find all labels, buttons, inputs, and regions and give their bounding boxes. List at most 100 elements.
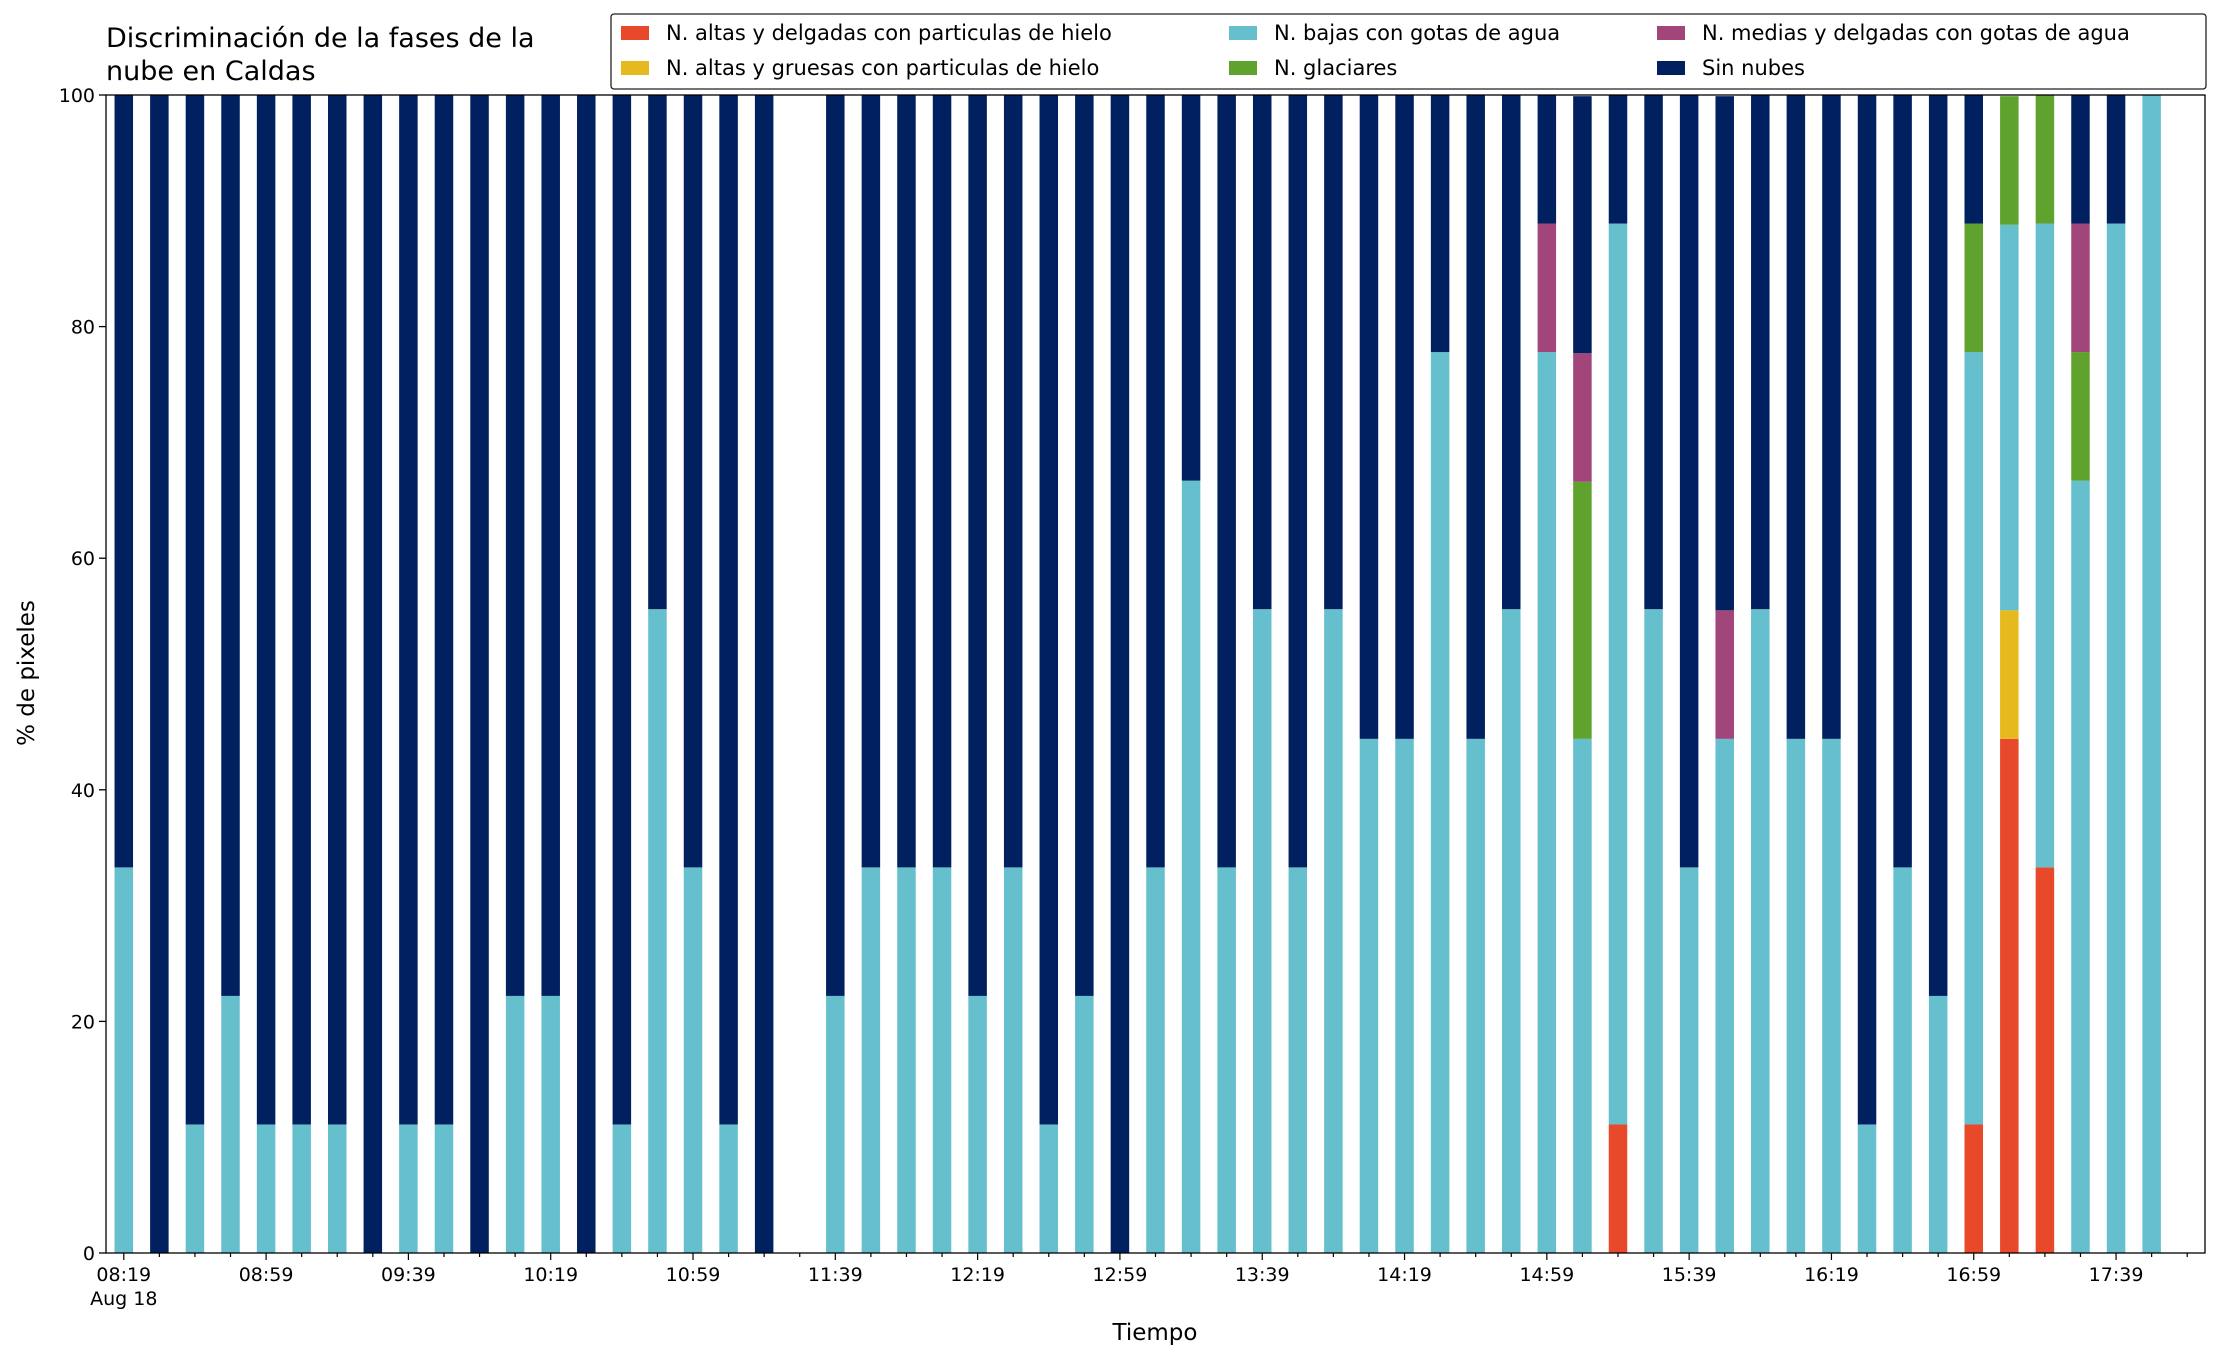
bar-segment <box>2071 223 2090 353</box>
y-tick-label: 20 <box>71 1011 95 1033</box>
bar-segment <box>577 95 596 1253</box>
bar-segment <box>1964 95 1984 224</box>
bar-segment <box>2000 738 2019 1253</box>
bar-segment <box>1252 609 1272 1253</box>
bar-segment <box>1537 95 1557 224</box>
bar-segment <box>505 995 525 1253</box>
bar-segment <box>968 95 987 996</box>
bar-segment <box>861 867 881 1253</box>
bar-segment <box>2106 95 2126 224</box>
x-tick-label: 14:59 <box>1519 1264 1574 1286</box>
bar-segment <box>2071 352 2090 481</box>
bar-segment <box>541 95 560 996</box>
bar-segment <box>1573 481 1592 739</box>
bar-segment <box>826 995 845 1253</box>
x-tick-label: 12:19 <box>950 1264 1005 1286</box>
bar-segment <box>719 1124 738 1253</box>
bar-segment <box>1181 480 1201 1253</box>
bar-segment <box>2000 96 2019 225</box>
bar-segment <box>683 867 703 1253</box>
bar-segment <box>1466 738 1485 1253</box>
bar-segment <box>1324 95 1343 610</box>
bar-segment <box>1822 95 1841 739</box>
x-tick-label: 17:39 <box>2089 1264 2144 1286</box>
bar-segment <box>1502 609 1521 1253</box>
bar-segment <box>1252 95 1272 610</box>
bar-segment <box>1608 95 1628 224</box>
bar-segment <box>1573 353 1592 482</box>
bar-segment <box>1003 95 1023 868</box>
bar-segment <box>897 95 916 868</box>
bar-segment <box>2035 95 2055 224</box>
legend-label: N. bajas con gotas de agua <box>1274 21 1560 45</box>
bar-segment <box>1181 95 1201 481</box>
bar-segment <box>1679 867 1699 1253</box>
bar-segment <box>1893 867 1912 1253</box>
bar-segment <box>1679 95 1699 868</box>
bar-segment <box>1537 223 1557 353</box>
legend-label: N. medias y delgadas con gotas de agua <box>1702 21 2130 45</box>
bar-segment <box>826 95 845 996</box>
x-tick-label: 09:39 <box>381 1264 436 1286</box>
bar-segment <box>2035 223 2055 868</box>
x-tick-label: 10:19 <box>523 1264 578 1286</box>
chart-title: Discriminación de la fases de la nube en… <box>106 23 535 87</box>
bar-segment <box>1110 95 1130 1253</box>
bar-segment <box>1715 610 1734 739</box>
bar-segment <box>1928 995 1948 1253</box>
legend-swatch <box>1229 61 1257 75</box>
bar-segment <box>932 867 952 1253</box>
bar-segment <box>1430 352 1450 1253</box>
bar-segment <box>2071 95 2090 224</box>
bar-segment <box>1502 95 1521 610</box>
bar-segment <box>1786 95 1806 739</box>
bar-segment <box>1146 867 1165 1253</box>
bar-segment <box>1039 1124 1059 1253</box>
bar-segment <box>2035 867 2055 1253</box>
bar-segment <box>1928 95 1948 996</box>
bar-segment <box>256 1124 276 1253</box>
bar-segment <box>1324 609 1343 1253</box>
bar-segment <box>1964 1124 1984 1253</box>
bar-segment <box>434 95 454 1125</box>
bar-segment <box>470 95 489 1253</box>
bar-segment <box>1288 867 1308 1253</box>
legend-swatch <box>621 26 649 40</box>
bar-segment <box>1608 223 1628 1125</box>
bar-segment <box>256 95 276 1125</box>
plot-frame <box>105 94 2206 1254</box>
bar-segment <box>541 995 560 1253</box>
bar-segment <box>1537 352 1557 1253</box>
bar-segment <box>185 1124 205 1253</box>
bar-segment <box>1075 995 1094 1253</box>
legend-swatch <box>1657 61 1685 75</box>
bar-segment <box>1395 95 1414 739</box>
bar-segment <box>363 95 383 1253</box>
bar-segment <box>1573 738 1592 1253</box>
bar-segment <box>1964 352 1984 1125</box>
bar-segment <box>1715 738 1734 1253</box>
y-tick-label: 100 <box>59 85 95 107</box>
bar-segment <box>1751 609 1770 1253</box>
bar-segment <box>327 95 347 1125</box>
x-tick-label: 16:59 <box>1946 1264 2001 1286</box>
bar-segment <box>968 995 987 1253</box>
bar-segment <box>648 609 667 1253</box>
y-axis-label: % de pixeles <box>14 600 40 746</box>
legend-label: N. glaciares <box>1274 56 1397 80</box>
bar-segment <box>1288 95 1308 868</box>
bar-segment <box>648 95 667 610</box>
bar-segment <box>1003 867 1023 1253</box>
bar-segment <box>2106 223 2126 1254</box>
y-tick-label: 0 <box>83 1243 95 1265</box>
bar-segment <box>1359 738 1379 1253</box>
bar-segment <box>292 95 311 1125</box>
bar-segment <box>292 1124 311 1253</box>
bar-segment <box>932 95 952 868</box>
bar-segment <box>1573 96 1592 354</box>
bar-segment <box>185 95 205 1125</box>
bar-segment <box>1715 96 1734 611</box>
legend-swatch <box>1657 26 1685 40</box>
